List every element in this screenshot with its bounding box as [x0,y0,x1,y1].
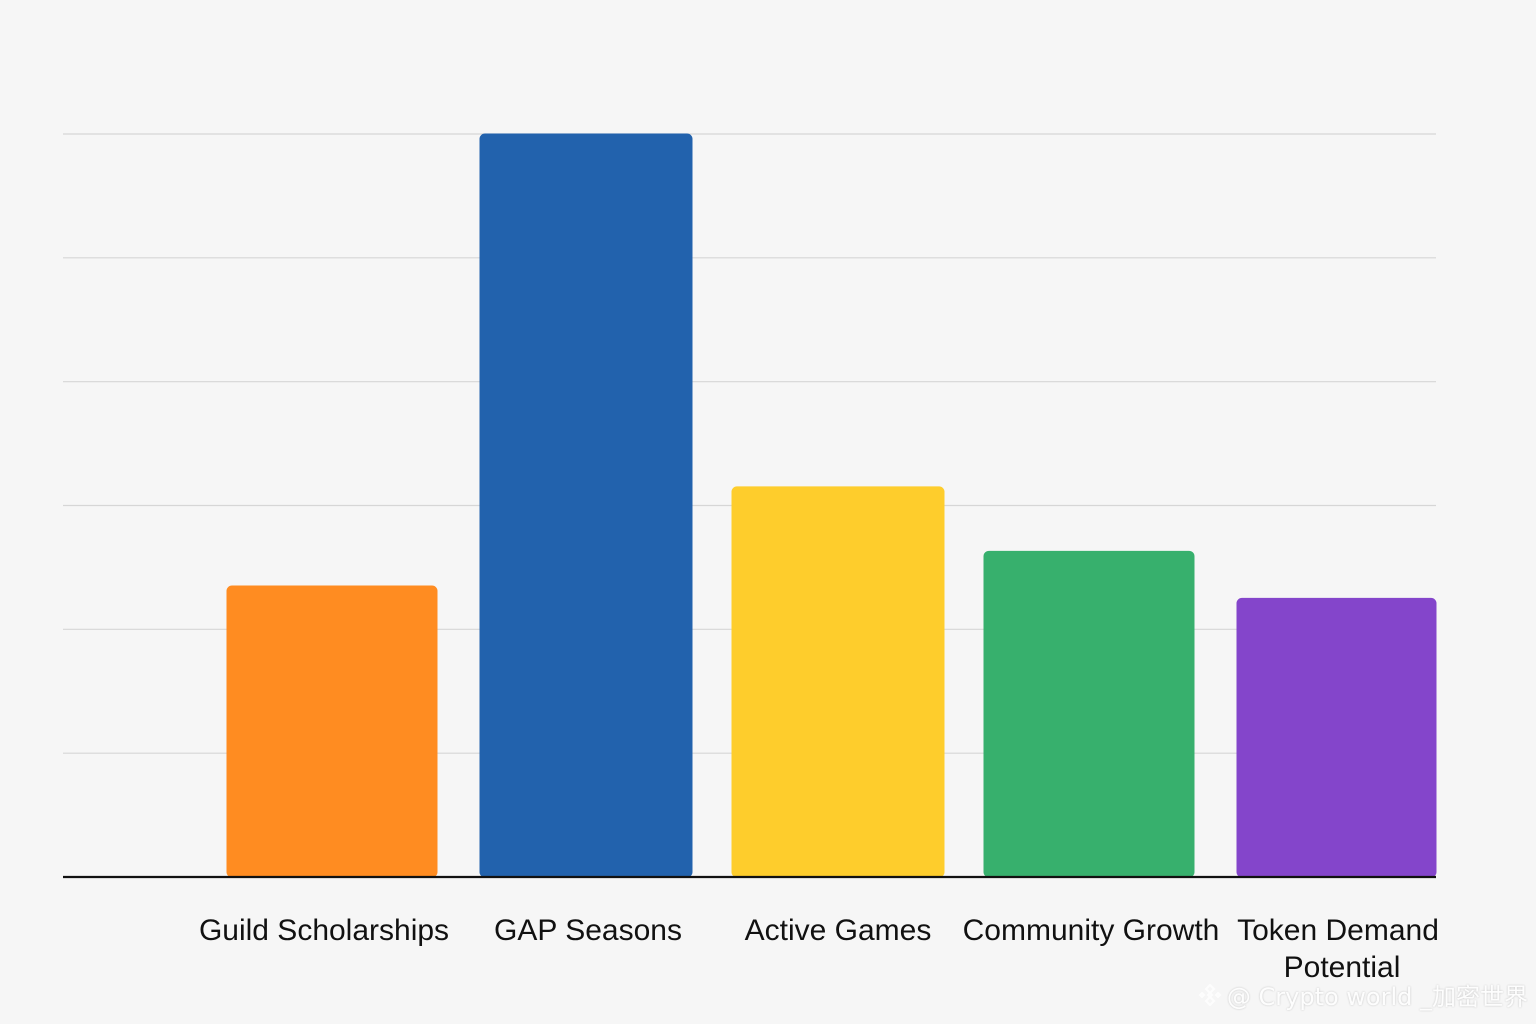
bar-guild-scholarships [226,585,438,878]
x-tick-labels: Guild Scholarships GAP Seasons Active Game… [199,914,1439,984]
binance-logo-icon [1197,982,1223,1008]
bar-community-growth [983,550,1195,878]
bars [226,133,1437,878]
x-tick-label: Guild Scholarships [199,914,449,947]
watermark-text: @ Crypto world _加密世界 [1226,983,1528,1011]
watermark: @ Crypto world _加密世界 [1197,977,1528,1012]
x-tick-label: Active Games [745,914,932,947]
bar-token-demand-potential [1236,597,1437,878]
x-tick-label: GAP Seasons [494,914,682,947]
bar-gap-seasons [479,133,693,878]
bar-active-games [731,486,945,878]
x-tick-label: Token Demand Potential [1237,914,1439,984]
x-tick-label: Community Growth [963,914,1220,947]
